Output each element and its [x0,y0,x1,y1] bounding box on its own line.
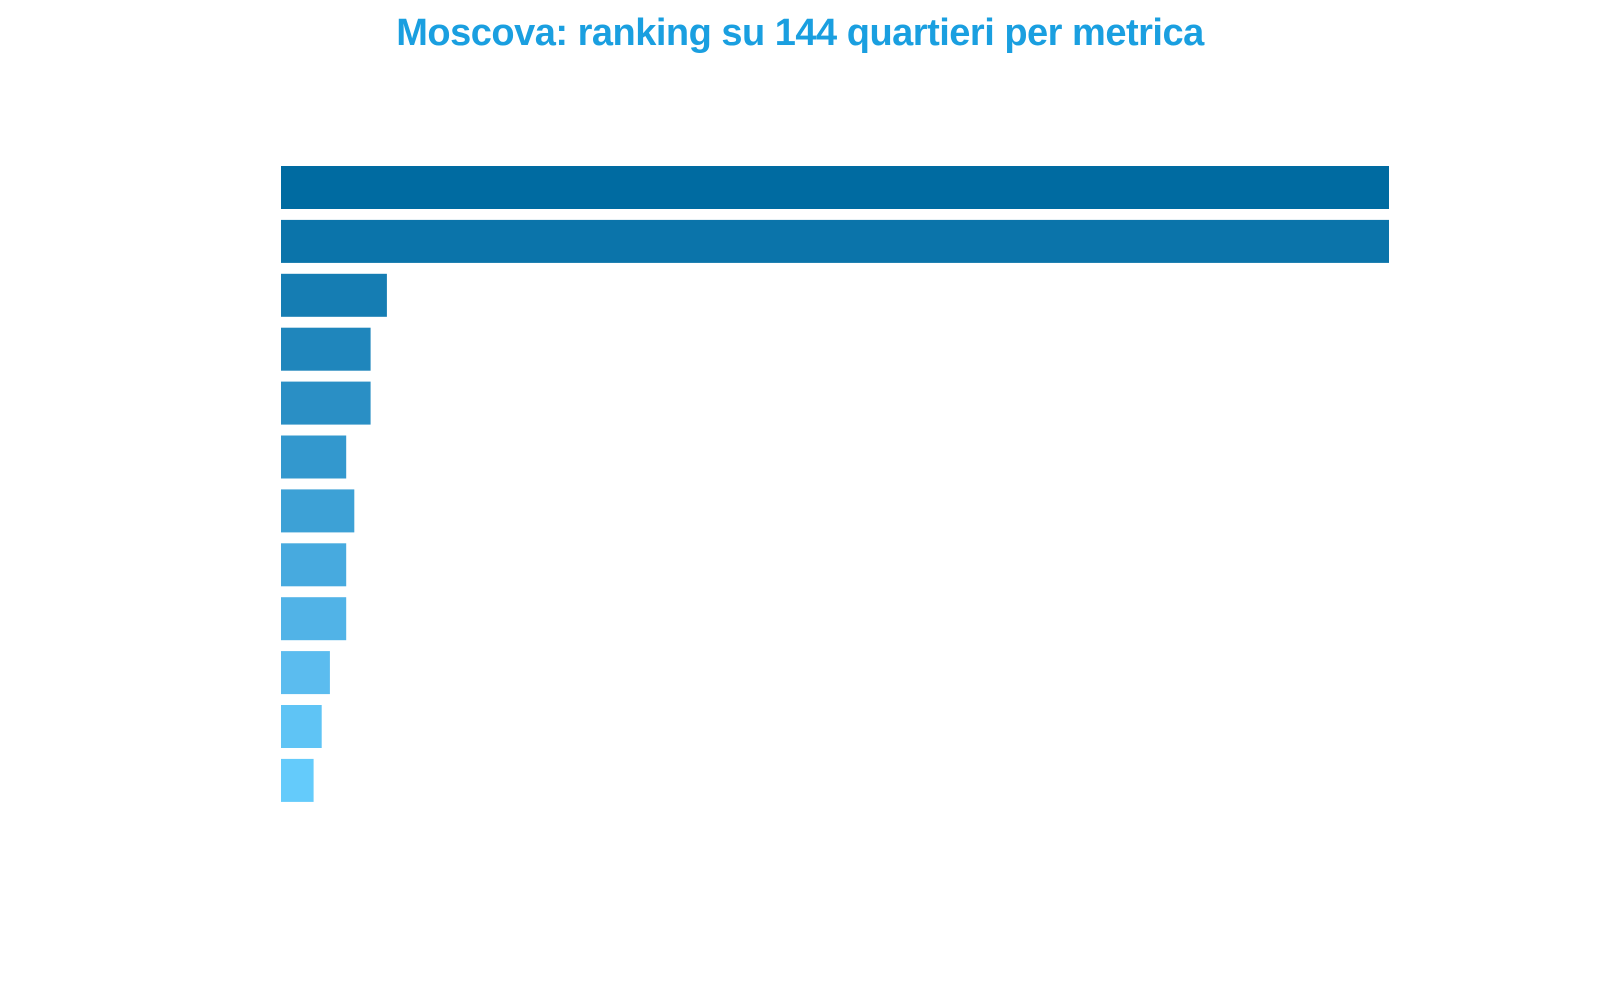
bar-10 [281,651,330,695]
bar-2 [281,219,1389,263]
chart-title: Moscova: ranking su 144 quartieri per me… [396,12,1204,54]
bar-12 [281,758,314,802]
bars-group [281,166,1389,802]
bar-9 [281,597,347,641]
bar-1 [281,166,1389,209]
bar-5 [281,381,371,425]
bar-7 [281,489,355,533]
bar-6 [281,435,347,479]
bar-8 [281,543,347,587]
bar-4 [281,327,371,371]
bar-3 [281,273,387,317]
bar-11 [281,705,322,748]
